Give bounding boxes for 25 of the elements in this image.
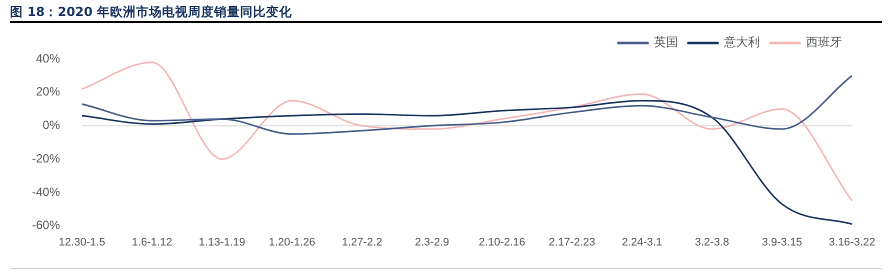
y-tick-label: 40%	[36, 51, 60, 66]
x-tick-label: 2.17-2.23	[548, 236, 596, 248]
x-tick-label: 1.27-2.2	[342, 236, 382, 248]
x-tick-label: 12.30-1.5	[58, 236, 106, 248]
y-tick-label: 20%	[36, 84, 60, 99]
x-tick-label: 1.6-1.12	[132, 236, 172, 248]
x-tick-label: 1.13-1.19	[198, 236, 246, 248]
y-tick-label: -60%	[32, 218, 60, 232]
x-tick-label: 3.9-3.15	[762, 236, 802, 248]
y-tick-label: 0%	[42, 118, 60, 132]
x-tick-label: 2.3-2.9	[414, 236, 450, 248]
y-tick-label: -40%	[32, 184, 60, 199]
x-tick-label: 1.20-1.26	[268, 236, 316, 248]
x-tick-label: 3.2-3.8	[694, 236, 730, 248]
legend-label: 英国	[654, 35, 678, 50]
x-tick-label: 2.10-2.16	[478, 236, 526, 248]
line-series	[81, 74, 853, 135]
line-series	[81, 62, 853, 202]
y-tick-label: -20%	[32, 151, 60, 166]
x-tick-label: 2.24-3.1	[622, 236, 662, 248]
legend-label: 意大利	[723, 35, 760, 50]
line-series	[81, 100, 853, 225]
chart-title: 图 18：2020 年欧洲市场电视周度销量同比变化	[10, 0, 882, 23]
x-tick-label: 3.16-3.22	[828, 236, 876, 248]
legend-label: 西班牙	[806, 35, 842, 50]
